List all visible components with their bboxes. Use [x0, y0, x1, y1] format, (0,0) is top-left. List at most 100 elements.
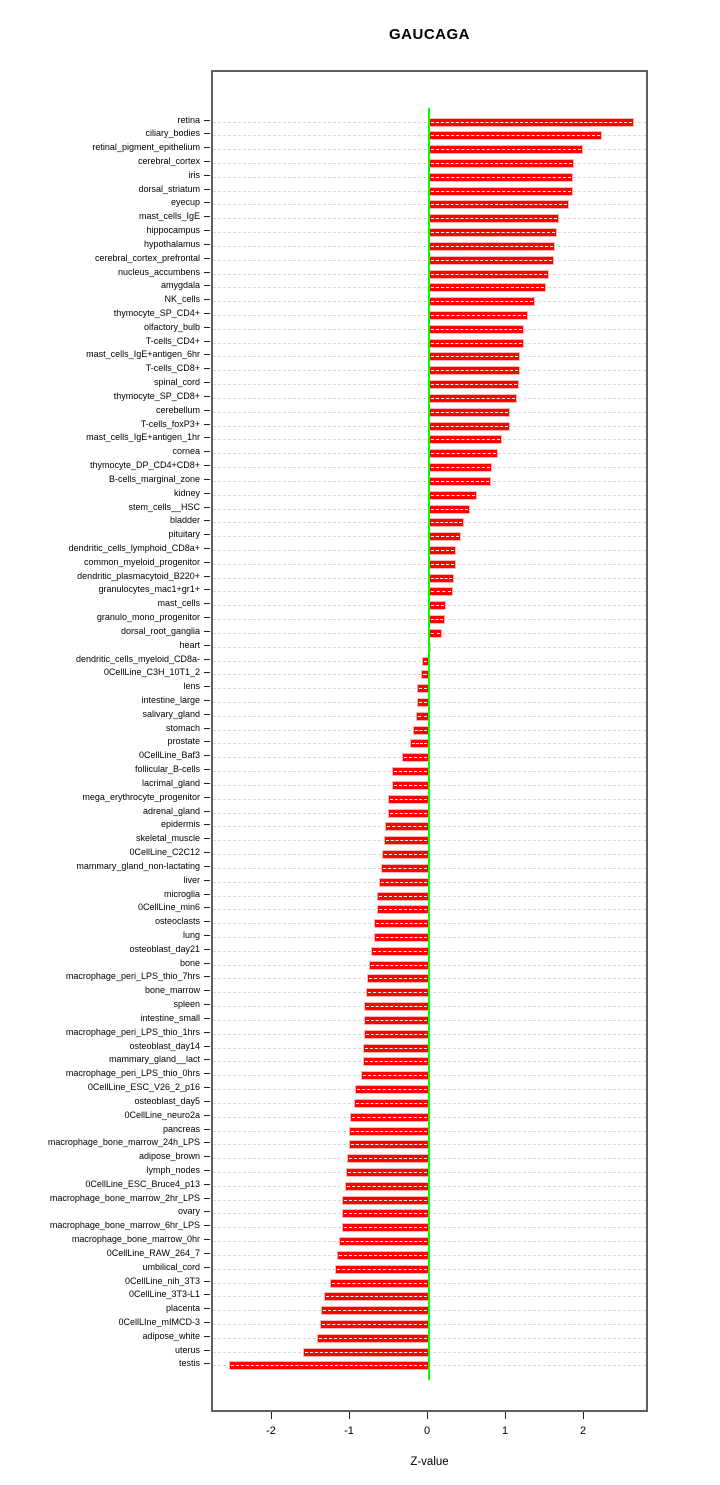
- bar: [429, 269, 550, 279]
- category-label: B-cells_marginal_zone: [108, 473, 200, 484]
- bar: [429, 172, 574, 182]
- category-label: intestine_large: [141, 695, 200, 706]
- bar: [349, 1126, 429, 1136]
- bar-inner-dash: [331, 1282, 427, 1284]
- bar: [376, 891, 429, 901]
- y-tick: [204, 1211, 210, 1213]
- category-label: adipose_white: [142, 1330, 200, 1341]
- y-tick: [204, 1322, 210, 1323]
- y-tick: [204, 257, 210, 259]
- plot-panel: [211, 70, 648, 1412]
- bar: [379, 877, 429, 887]
- y-tick: [204, 230, 210, 232]
- bar: [429, 145, 583, 155]
- bar-inner-dash: [321, 1324, 427, 1325]
- category-label: heart: [179, 639, 200, 650]
- bar-inner-dash: [431, 328, 523, 330]
- bar-inner-dash: [431, 384, 517, 386]
- bar-inner-dash: [340, 1241, 427, 1243]
- category-label: granulocytes_mac1+gr1+: [98, 584, 200, 595]
- bar: [376, 905, 429, 915]
- bar: [429, 504, 470, 514]
- category-label: macrophage_peri_LPS_thio_1hrs: [65, 1026, 200, 1037]
- bar: [429, 352, 521, 362]
- y-tick: [204, 824, 210, 826]
- bar: [388, 794, 429, 804]
- category-label: macrophage_bone_marrow_2hr_LPS: [49, 1192, 200, 1203]
- bar: [429, 449, 499, 459]
- bar: [316, 1333, 429, 1343]
- bar-inner-dash: [431, 411, 509, 413]
- y-tick: [204, 962, 210, 964]
- category-label: thymocyte_SP_CD4+: [113, 308, 200, 318]
- category-label: epidermis: [160, 819, 200, 830]
- bar-inner-dash: [378, 895, 427, 897]
- category-label: T-cells_foxP3+: [140, 418, 200, 429]
- y-tick: [204, 1156, 210, 1158]
- bar-inner-dash: [431, 190, 572, 192]
- y-tick: [204, 644, 210, 646]
- bar-inner-dash: [372, 950, 427, 952]
- category-label: adipose_brown: [138, 1151, 200, 1162]
- bar-inner-dash: [385, 840, 427, 842]
- bar: [229, 1361, 429, 1371]
- y-tick: [204, 451, 210, 453]
- category-label: 0CellLine_min6: [137, 902, 200, 913]
- bar: [391, 780, 429, 790]
- y-tick: [204, 713, 210, 715]
- category-label: dendritic_plasmacytoid_B220+: [77, 570, 200, 581]
- y-tick: [204, 271, 210, 273]
- y-tick: [204, 1280, 210, 1282]
- bar: [429, 117, 635, 127]
- bar-inner-dash: [389, 812, 427, 814]
- y-tick: [204, 409, 210, 411]
- category-label: nucleus_accumbens: [117, 266, 200, 277]
- y-tick: [204, 561, 210, 563]
- category-label: eyecup: [170, 197, 200, 208]
- bar-inner-dash: [326, 1296, 427, 1298]
- bar-inner-dash: [344, 1213, 427, 1215]
- bar-inner-dash: [431, 577, 452, 579]
- bar-inner-dash: [431, 204, 568, 206]
- y-tick: [204, 368, 210, 370]
- bar-inner-dash: [431, 342, 523, 344]
- y-tick: [204, 630, 210, 632]
- category-label: T-cells_CD4+: [145, 335, 200, 346]
- category-label: macrophage_bone_marrow_24h_LPS: [47, 1137, 200, 1148]
- y-tick: [204, 934, 210, 936]
- y-tick: [204, 769, 210, 771]
- category-label: stomach: [165, 722, 200, 733]
- category-label: lens: [183, 681, 200, 692]
- bar: [365, 988, 429, 998]
- y-tick: [204, 547, 210, 549]
- y-tick: [204, 1252, 210, 1254]
- bar: [319, 1320, 429, 1329]
- bar: [429, 297, 536, 307]
- bar: [429, 490, 477, 500]
- y-tick: [204, 326, 210, 328]
- y-tick: [204, 796, 210, 798]
- category-label: macrophage_peri_LPS_thio_7hrs: [65, 971, 200, 982]
- y-tick: [204, 1225, 210, 1227]
- bar: [329, 1278, 429, 1288]
- bar-inner-dash: [352, 1116, 427, 1118]
- bar-inner-dash: [431, 619, 444, 621]
- bar: [302, 1347, 429, 1357]
- bar: [402, 753, 429, 763]
- category-label: 0CellLine_RAW_264_7: [106, 1247, 200, 1258]
- category-label: osteoclasts: [154, 916, 200, 927]
- bar: [429, 545, 457, 555]
- zero-reference-line: [428, 108, 430, 1380]
- y-tick: [204, 147, 210, 149]
- bar-inner-dash: [431, 439, 501, 441]
- bar: [334, 1264, 429, 1274]
- x-tick: [582, 1412, 584, 1419]
- category-label: dorsal_striatum: [138, 183, 200, 194]
- bar: [429, 573, 454, 583]
- bar: [429, 628, 443, 638]
- y-tick: [204, 852, 210, 854]
- category-label: adrenal_gland: [142, 805, 200, 816]
- x-tick-label: 0: [423, 1425, 431, 1437]
- y-tick: [204, 313, 210, 314]
- bar-inner-dash: [356, 1102, 427, 1104]
